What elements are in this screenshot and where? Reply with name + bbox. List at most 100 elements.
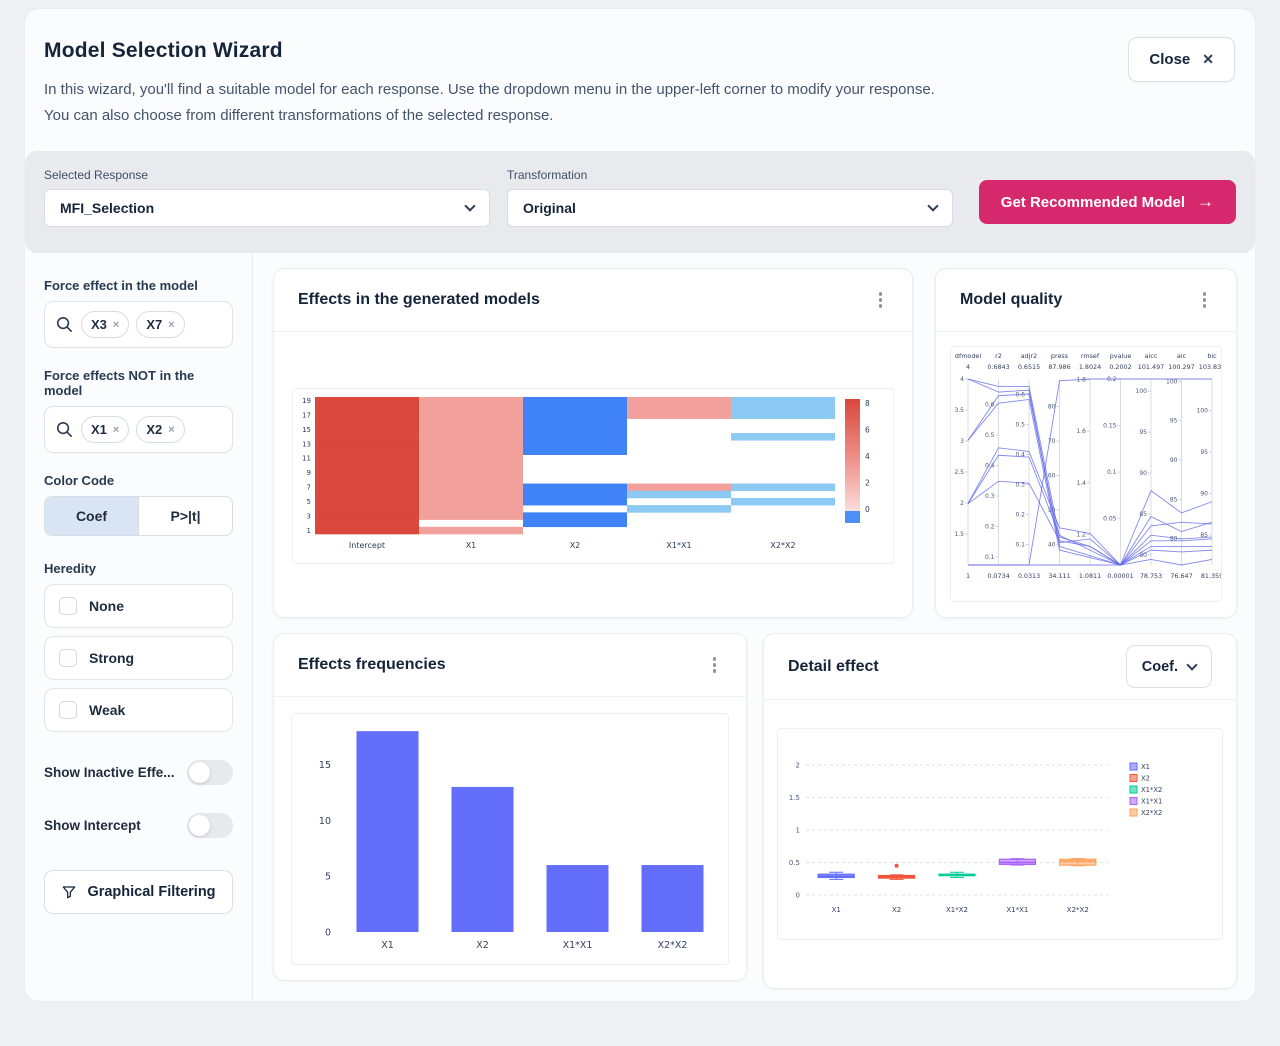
svg-text:1.6: 1.6	[1076, 428, 1086, 435]
svg-text:0: 0	[796, 892, 800, 900]
model-quality-card: Model quality dfmodel 4 1 1.5 2 2.5 3 3.5 4 r2 0.6…	[935, 268, 1237, 618]
svg-text:80: 80	[1170, 536, 1178, 543]
svg-text:aicc: aicc	[1145, 352, 1158, 360]
svg-text:87.986: 87.986	[1048, 363, 1070, 371]
svg-text:0.4: 0.4	[985, 463, 995, 470]
svg-text:X2: X2	[892, 906, 901, 914]
svg-text:76.647: 76.647	[1170, 572, 1192, 580]
svg-text:0.1: 0.1	[985, 554, 995, 561]
svg-text:0.00001: 0.00001	[1107, 572, 1133, 580]
svg-text:X2: X2	[476, 940, 489, 951]
force-in-label: Force effect in the model	[44, 278, 198, 293]
checkbox-icon[interactable]	[59, 701, 77, 719]
page-title: Model Selection Wizard	[44, 39, 283, 62]
kebab-menu-icon[interactable]	[1197, 286, 1213, 314]
remove-chip-icon[interactable]: ×	[112, 423, 120, 436]
color-code-segmented-control: Coef P>|t|	[44, 496, 233, 536]
kebab-menu-icon[interactable]	[707, 651, 723, 679]
svg-text:95: 95	[1200, 449, 1208, 456]
svg-text:4: 4	[865, 452, 870, 461]
detail-effect-box-plot[interactable]: 0 0.5 1 1.5 2 X1 X2 X1*X2 X1*X1 X2*X2 X1 X2 X1*X2 X1*…	[777, 728, 1223, 940]
color-code-option-pvalue[interactable]: P>|t|	[138, 497, 232, 535]
effects-frequencies-bar-chart[interactable]: 0 5 10 15 X1 X2 X1*X1 X2*X2	[291, 713, 729, 965]
remove-chip-icon[interactable]: ×	[112, 318, 120, 331]
svg-text:34.111: 34.111	[1048, 572, 1070, 580]
filter-funnel-icon	[63, 886, 76, 899]
color-code-option-coef[interactable]: Coef	[45, 497, 138, 535]
svg-text:rmsef: rmsef	[1081, 352, 1100, 360]
close-button[interactable]: Close ✕	[1128, 37, 1235, 82]
svg-text:1.5: 1.5	[954, 531, 964, 538]
card-title: Effects in the generated models	[298, 291, 540, 308]
heredity-label: Heredity	[44, 561, 97, 576]
control-strip: Selected Response MFI_Selection Transfor…	[25, 151, 1255, 253]
svg-text:r2: r2	[995, 352, 1002, 360]
svg-text:0.2: 0.2	[1015, 511, 1025, 518]
svg-text:13: 13	[302, 440, 311, 448]
svg-text:1.8024: 1.8024	[1079, 363, 1101, 371]
svg-text:0.4: 0.4	[1015, 451, 1025, 458]
effects-heatmap-chart[interactable]: 19 17 15 13 11 9 7 5 3 1 Intercept X1 X2 X1*X1 X2*X2 8 6…	[292, 388, 894, 564]
get-recommended-model-button[interactable]: Get Recommended Model →	[978, 180, 1236, 224]
svg-text:X2: X2	[1141, 775, 1150, 783]
remove-chip-icon[interactable]: ×	[168, 318, 175, 331]
selected-response-label: Selected Response	[44, 168, 149, 182]
svg-text:60: 60	[1048, 473, 1056, 480]
selected-response-value: MFI_Selection	[60, 200, 155, 216]
heredity-option-weak[interactable]: Weak	[44, 688, 233, 732]
checkbox-icon[interactable]	[59, 649, 77, 667]
kebab-menu-icon[interactable]	[873, 286, 889, 314]
graphical-filtering-button[interactable]: Graphical Filtering	[44, 870, 233, 914]
svg-text:2.5: 2.5	[954, 469, 964, 476]
force-out-chip-x2[interactable]: X2 ×	[136, 416, 185, 443]
force-out-chip-x1[interactable]: X1 ×	[81, 416, 130, 443]
svg-text:80: 80	[1048, 404, 1056, 411]
close-icon: ✕	[1202, 51, 1214, 67]
selected-response-field: Selected Response MFI_Selection	[44, 168, 490, 227]
svg-text:1.2: 1.2	[1076, 531, 1086, 538]
svg-text:100: 100	[1136, 388, 1148, 395]
detail-effect-card: Detail effect Coef. 0 0.5 1 1.5 2 X1 X2 X1*X2 X1…	[763, 633, 1237, 989]
svg-text:90: 90	[1139, 470, 1147, 477]
show-inactive-effects-label: Show Inactive Effe...	[44, 765, 175, 780]
graphical-filtering-label: Graphical Filtering	[87, 884, 216, 900]
svg-text:0.2: 0.2	[1107, 376, 1117, 383]
detail-effect-metric-dropdown[interactable]: Coef.	[1125, 645, 1212, 688]
heredity-option-label: Weak	[89, 702, 126, 718]
svg-text:press: press	[1051, 352, 1069, 360]
svg-text:0.6: 0.6	[1015, 391, 1025, 398]
close-button-label: Close	[1149, 51, 1191, 68]
force-in-input[interactable]: X3 × X7 ×	[44, 301, 233, 348]
svg-text:3: 3	[307, 512, 311, 520]
svg-text:X1*X1: X1*X1	[563, 940, 593, 951]
svg-text:100: 100	[1166, 378, 1178, 385]
selected-response-dropdown[interactable]: MFI_Selection	[44, 189, 490, 227]
force-in-chip-x7[interactable]: X7 ×	[136, 311, 185, 338]
model-quality-parallel-coordinates-chart[interactable]: dfmodel 4 1 1.5 2 2.5 3 3.5 4 r2 0.6843 0.0734 0.1 0.…	[950, 346, 1222, 602]
get-recommended-model-label: Get Recommended Model	[1000, 193, 1185, 211]
chevron-down-icon	[927, 200, 939, 212]
checkbox-icon[interactable]	[59, 597, 77, 615]
svg-text:dfmodel: dfmodel	[955, 352, 981, 360]
show-intercept-toggle[interactable]	[187, 813, 233, 838]
svg-text:9: 9	[307, 469, 311, 477]
force-out-input[interactable]: X1 × X2 ×	[44, 406, 233, 453]
remove-chip-icon[interactable]: ×	[168, 423, 175, 436]
chip-label: X3	[91, 317, 107, 332]
svg-text:81.359: 81.359	[1201, 572, 1222, 580]
heredity-option-none[interactable]: None	[44, 584, 233, 628]
heredity-option-strong[interactable]: Strong	[44, 636, 233, 680]
svg-text:0: 0	[865, 505, 870, 514]
svg-text:80: 80	[1139, 552, 1147, 559]
svg-text:X2*X2: X2*X2	[658, 940, 688, 951]
show-inactive-effects-toggle[interactable]	[187, 760, 233, 785]
search-icon	[56, 316, 72, 332]
main-content: Effects in the generated models 19 17 15 13…	[253, 253, 1255, 1001]
heredity-option-label: None	[89, 598, 124, 614]
transformation-dropdown[interactable]: Original	[507, 189, 953, 227]
svg-text:0.6: 0.6	[985, 402, 995, 409]
svg-text:90: 90	[1200, 490, 1208, 497]
force-in-chip-x3[interactable]: X3 ×	[81, 311, 130, 338]
svg-text:1.0811: 1.0811	[1079, 572, 1101, 580]
svg-text:100.297: 100.297	[1168, 363, 1194, 371]
